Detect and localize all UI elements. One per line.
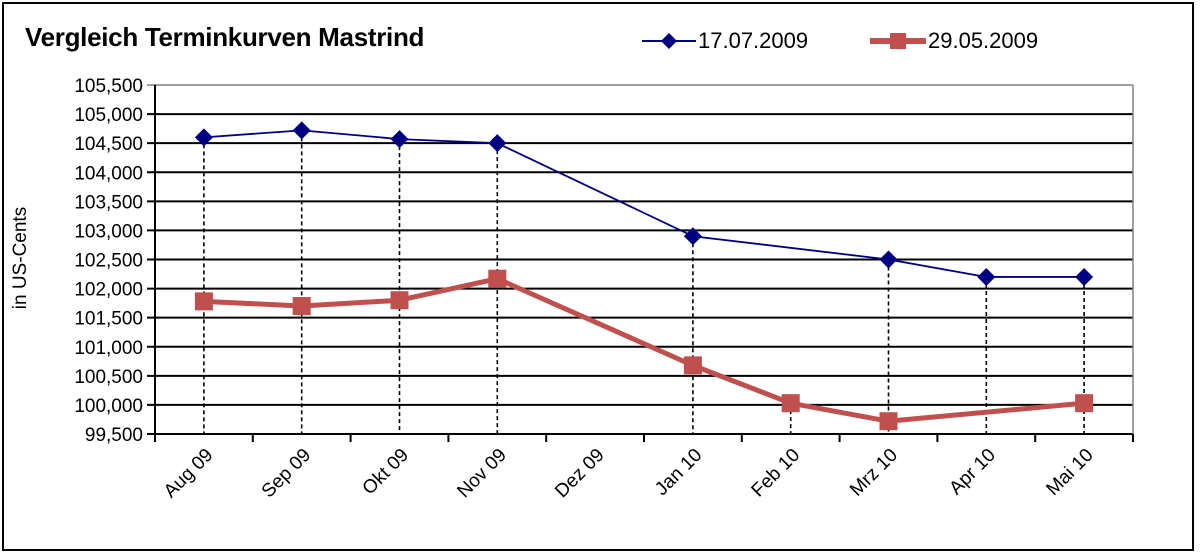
gridlines (147, 84, 1134, 442)
square-marker-icon (390, 291, 409, 310)
y-tick-label: 100,500 (74, 367, 143, 388)
legend-item-series-2: 29.05.2009 (868, 26, 1038, 56)
square-marker-icon (683, 356, 702, 375)
square-marker-icon (1075, 394, 1094, 413)
y-tick-label: 101,500 (74, 309, 143, 330)
square-marker-icon (781, 394, 800, 413)
diamond-marker-icon (1075, 267, 1094, 286)
square-marker-icon (194, 292, 213, 311)
legend-label-series-2: 29.05.2009 (928, 28, 1039, 53)
x-tick-label: Jan 10 (651, 445, 706, 500)
x-tick-label: Aug 09 (160, 445, 217, 502)
y-tick-label: 105,500 (74, 76, 143, 97)
y-tick-label: 103,000 (74, 221, 143, 242)
diamond-marker-icon (194, 128, 213, 147)
legend-item-series-1: 17.07.2009 (640, 26, 808, 56)
y-tick-label: 103,500 (74, 192, 143, 213)
diamond-marker-icon (642, 33, 696, 49)
square-marker-icon (292, 297, 311, 316)
y-tick-label: 101,000 (74, 338, 143, 359)
diamond-marker-icon (683, 227, 702, 246)
y-tick-label: 99,500 (85, 425, 143, 446)
y-tick-label: 102,000 (74, 280, 143, 301)
y-tick-label: 104,000 (74, 163, 143, 184)
x-tick-label: Mrz 10 (846, 445, 902, 501)
square-marker-icon (488, 269, 507, 288)
diamond-marker-icon (390, 130, 409, 149)
y-axis-ticks: 99,500 100,000 100,500 101,000 101,500 102,00… (74, 76, 143, 446)
drop-lines (203, 130, 1085, 434)
chart-title: Vergleich Terminkurven Mastrind (25, 22, 425, 52)
data-series (194, 121, 1094, 431)
y-tick-label: 102,500 (74, 251, 143, 272)
y-tick-label: 100,000 (74, 396, 143, 417)
square-marker-icon (870, 33, 926, 49)
x-tick-label: Nov 09 (453, 445, 510, 502)
diamond-marker-icon (292, 121, 311, 140)
x-tick-label: Okt 09 (359, 445, 413, 499)
x-axis-ticks: Aug 09 Sep 09 Okt 09 Nov 09 Dez 09 Jan 10 Feb … (160, 445, 1098, 502)
diamond-marker-icon (879, 250, 898, 269)
x-tick-label: Dez 09 (551, 445, 608, 502)
diamond-marker-icon (977, 267, 996, 286)
y-tick-label: 104,500 (74, 134, 143, 155)
x-tick-label: Sep 09 (258, 445, 315, 502)
x-tick-label: Feb 10 (748, 445, 805, 502)
x-tick-label: Mai 10 (1042, 445, 1097, 500)
diamond-marker-icon (488, 134, 507, 153)
legend-label-series-1: 17.07.2009 (698, 28, 809, 53)
square-marker-icon (879, 412, 898, 431)
x-tick-label: Apr 10 (945, 445, 999, 499)
y-tick-label: 105,000 (74, 105, 143, 126)
